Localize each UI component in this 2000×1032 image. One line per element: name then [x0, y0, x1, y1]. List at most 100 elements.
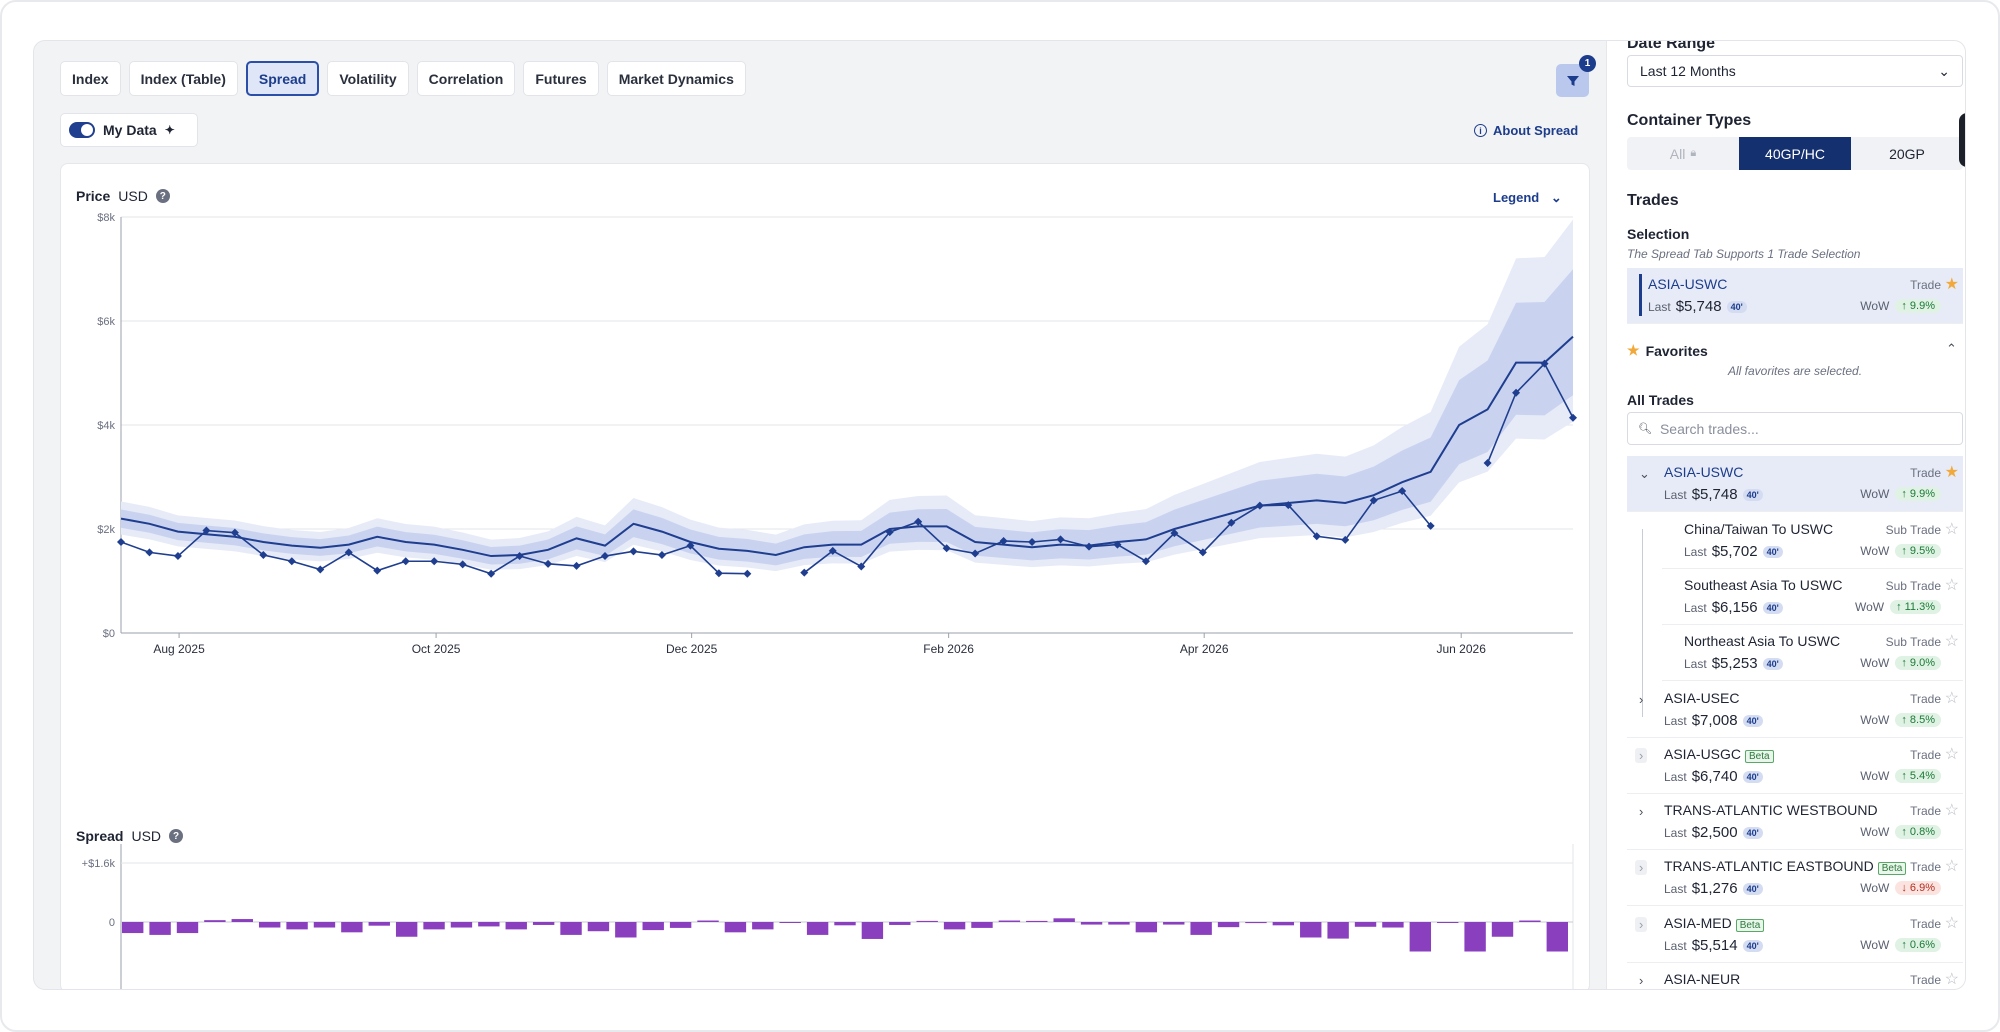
container-40gp-option[interactable]: 40GP/HC — [1739, 137, 1851, 170]
tab-bar: Index Index (Table) Spread Volatility Co… — [60, 61, 746, 96]
tree-connector — [1642, 529, 1643, 717]
trade-row[interactable]: › ASIA-MED Beta Trade ☆ Last $5,514 40' WoW ↑ 0.6… — [1627, 907, 1963, 963]
chevron-right-icon[interactable]: › — [1639, 804, 1644, 819]
trade-wow: WoW ↑ 9.9% — [1860, 487, 1941, 501]
tab-market-dynamics[interactable]: Market Dynamics — [606, 61, 746, 96]
trade-name: China/Taiwan To USWC — [1684, 521, 1833, 537]
brand-logo-icon[interactable]: ✳ — [1959, 113, 1965, 167]
tab-spread[interactable]: Spread — [245, 61, 320, 96]
tab-correlation[interactable]: Correlation — [416, 61, 516, 96]
spread-bar — [1163, 922, 1185, 925]
favorites-header[interactable]: ★ Favorites — [1627, 342, 1708, 359]
trade-type: Trade — [1910, 466, 1941, 480]
spread-chart-header: Spread USD ? — [76, 828, 184, 844]
trade-last: Last $5,253 40' — [1684, 655, 1783, 672]
chevron-right-icon[interactable]: › — [1635, 917, 1648, 932]
favorites-label: Favorites — [1645, 342, 1708, 359]
sub-trade-row[interactable]: China/Taiwan To USWC Sub Trade ☆ Last $5,702… — [1662, 513, 1963, 569]
tab-volatility[interactable]: Volatility — [327, 61, 409, 96]
trade-name: ASIA-USEC — [1664, 690, 1739, 706]
filter-count-badge: 1 — [1579, 55, 1596, 72]
selection-hint: The Spread Tab Supports 1 Trade Selectio… — [1627, 247, 1861, 261]
chevron-right-icon[interactable]: › — [1639, 692, 1644, 707]
selection-indicator — [1639, 274, 1642, 316]
trade-last: Last $6,156 40' — [1684, 599, 1783, 616]
spread-bar — [1409, 922, 1432, 952]
data-point — [601, 552, 609, 561]
data-point — [430, 557, 439, 566]
star-icon[interactable]: ☆ — [1944, 690, 1959, 707]
trade-row[interactable]: › ASIA-NEUR Trade ☆ — [1627, 963, 1963, 989]
trade-name: TRANS-ATLANTIC WESTBOUND — [1664, 802, 1878, 818]
spread-bar — [478, 922, 500, 927]
trade-row[interactable]: ⌄ ASIA-USWC Trade ★ Last $5,748 40' WoW ↑ 9.9% — [1627, 456, 1963, 512]
date-range-select[interactable]: Last 12 Months ⌄ — [1627, 55, 1963, 87]
selected-trade-name: ASIA-USWC — [1648, 276, 1728, 292]
chevron-down-icon: ⌄ — [1550, 190, 1562, 205]
sub-trade-row[interactable]: Northeast Asia To USWC Sub Trade ☆ Last $5,2… — [1662, 625, 1963, 681]
star-icon[interactable]: ★ — [1944, 276, 1959, 293]
selected-trade-card[interactable]: ASIA-USWC Trade ★ Last $5,748 40' WoW ↑ 9.9… — [1627, 268, 1963, 324]
chevron-down-icon: ⌄ — [1938, 62, 1950, 79]
data-point — [458, 560, 467, 569]
spread-bar — [697, 920, 719, 922]
tab-index[interactable]: Index — [60, 61, 121, 96]
chevron-up-icon[interactable]: ⌃ — [1946, 341, 1957, 356]
app-frame: Index Index (Table) Spread Volatility Co… — [33, 40, 1966, 990]
trade-last: Last $5,748 40' — [1664, 486, 1763, 503]
about-spread-link[interactable]: i About Spread — [1474, 123, 1578, 138]
spread-bar — [971, 922, 993, 928]
star-icon[interactable]: ☆ — [1944, 577, 1959, 594]
selected-trade-wow: WoW ↑ 9.9% — [1860, 299, 1941, 313]
search-input[interactable]: 🔍︎ Search trades... — [1627, 412, 1963, 445]
container-all-option[interactable]: All 🔒︎ — [1669, 145, 1697, 162]
y-tick-label: $6k — [97, 316, 115, 328]
spread-bar — [1272, 922, 1295, 926]
data-point — [1198, 548, 1207, 557]
spread-bar — [1300, 922, 1322, 938]
chevron-right-icon[interactable]: › — [1635, 860, 1648, 875]
info-icon: i — [1474, 124, 1487, 137]
chevron-right-icon[interactable]: › — [1639, 973, 1644, 988]
filter-panel: Date Range Last 12 Months ⌄ Container Ty… — [1606, 41, 1965, 989]
container-20gp-option[interactable]: 20GP — [1889, 145, 1925, 162]
trade-last: Last $1,276 40' — [1664, 880, 1763, 897]
spread-bar — [806, 922, 829, 935]
star-icon[interactable]: ☆ — [1944, 971, 1959, 988]
trade-row[interactable]: › TRANS-ATLANTIC EASTBOUND Beta Trade ☆ Last $… — [1627, 850, 1963, 906]
star-icon[interactable]: ★ — [1944, 464, 1959, 481]
star-icon[interactable]: ☆ — [1944, 858, 1959, 875]
trade-row[interactable]: › ASIA-USEC Trade ☆ Last $7,008 40' WoW ↑ 8.5% — [1627, 682, 1963, 738]
chevron-right-icon[interactable]: › — [1635, 748, 1648, 763]
tab-index-table[interactable]: Index (Table) — [128, 61, 238, 96]
y-tick-label: $2k — [97, 524, 115, 536]
my-data-toggle[interactable]: My Data ✦ — [60, 113, 198, 147]
spread-bar — [889, 922, 911, 925]
data-point — [999, 536, 1008, 545]
data-point — [885, 528, 894, 537]
help-icon[interactable]: ? — [169, 829, 184, 843]
star-icon[interactable]: ☆ — [1944, 746, 1959, 763]
trade-name-text: Northeast Asia To USWC — [1684, 633, 1841, 649]
data-point — [1227, 518, 1236, 527]
legend-dropdown[interactable]: Legend ⌄ — [1493, 190, 1562, 206]
star-icon[interactable]: ☆ — [1944, 633, 1959, 650]
spread-bar — [1135, 922, 1158, 933]
x-tick-label: Dec 2025 — [666, 642, 718, 656]
star-icon[interactable]: ☆ — [1944, 802, 1959, 819]
tab-futures[interactable]: Futures — [523, 61, 599, 96]
trade-row[interactable]: › TRANS-ATLANTIC WESTBOUND Trade ☆ Last $2,50… — [1627, 794, 1963, 850]
data-point — [686, 541, 695, 550]
star-icon[interactable]: ☆ — [1944, 915, 1959, 932]
x-tick-label: Jun 2026 — [1437, 642, 1487, 656]
trade-name-text: ASIA-USEC — [1664, 690, 1740, 706]
sparkle-icon: ✦ — [164, 123, 175, 137]
star-icon[interactable]: ☆ — [1944, 521, 1959, 538]
chevron-down-icon[interactable]: ⌄ — [1639, 466, 1650, 481]
trade-last: Last $7,008 40' — [1664, 712, 1763, 729]
trade-row[interactable]: › ASIA-USGC Beta Trade ☆ Last $6,740 40' WoW ↑ 5.… — [1627, 738, 1963, 794]
spread-bar — [1382, 922, 1404, 928]
sub-trade-row[interactable]: Southeast Asia To USWC Sub Trade ☆ Last $6,1… — [1662, 569, 1963, 625]
help-icon[interactable]: ? — [155, 189, 170, 203]
toggle-switch[interactable] — [69, 122, 95, 138]
